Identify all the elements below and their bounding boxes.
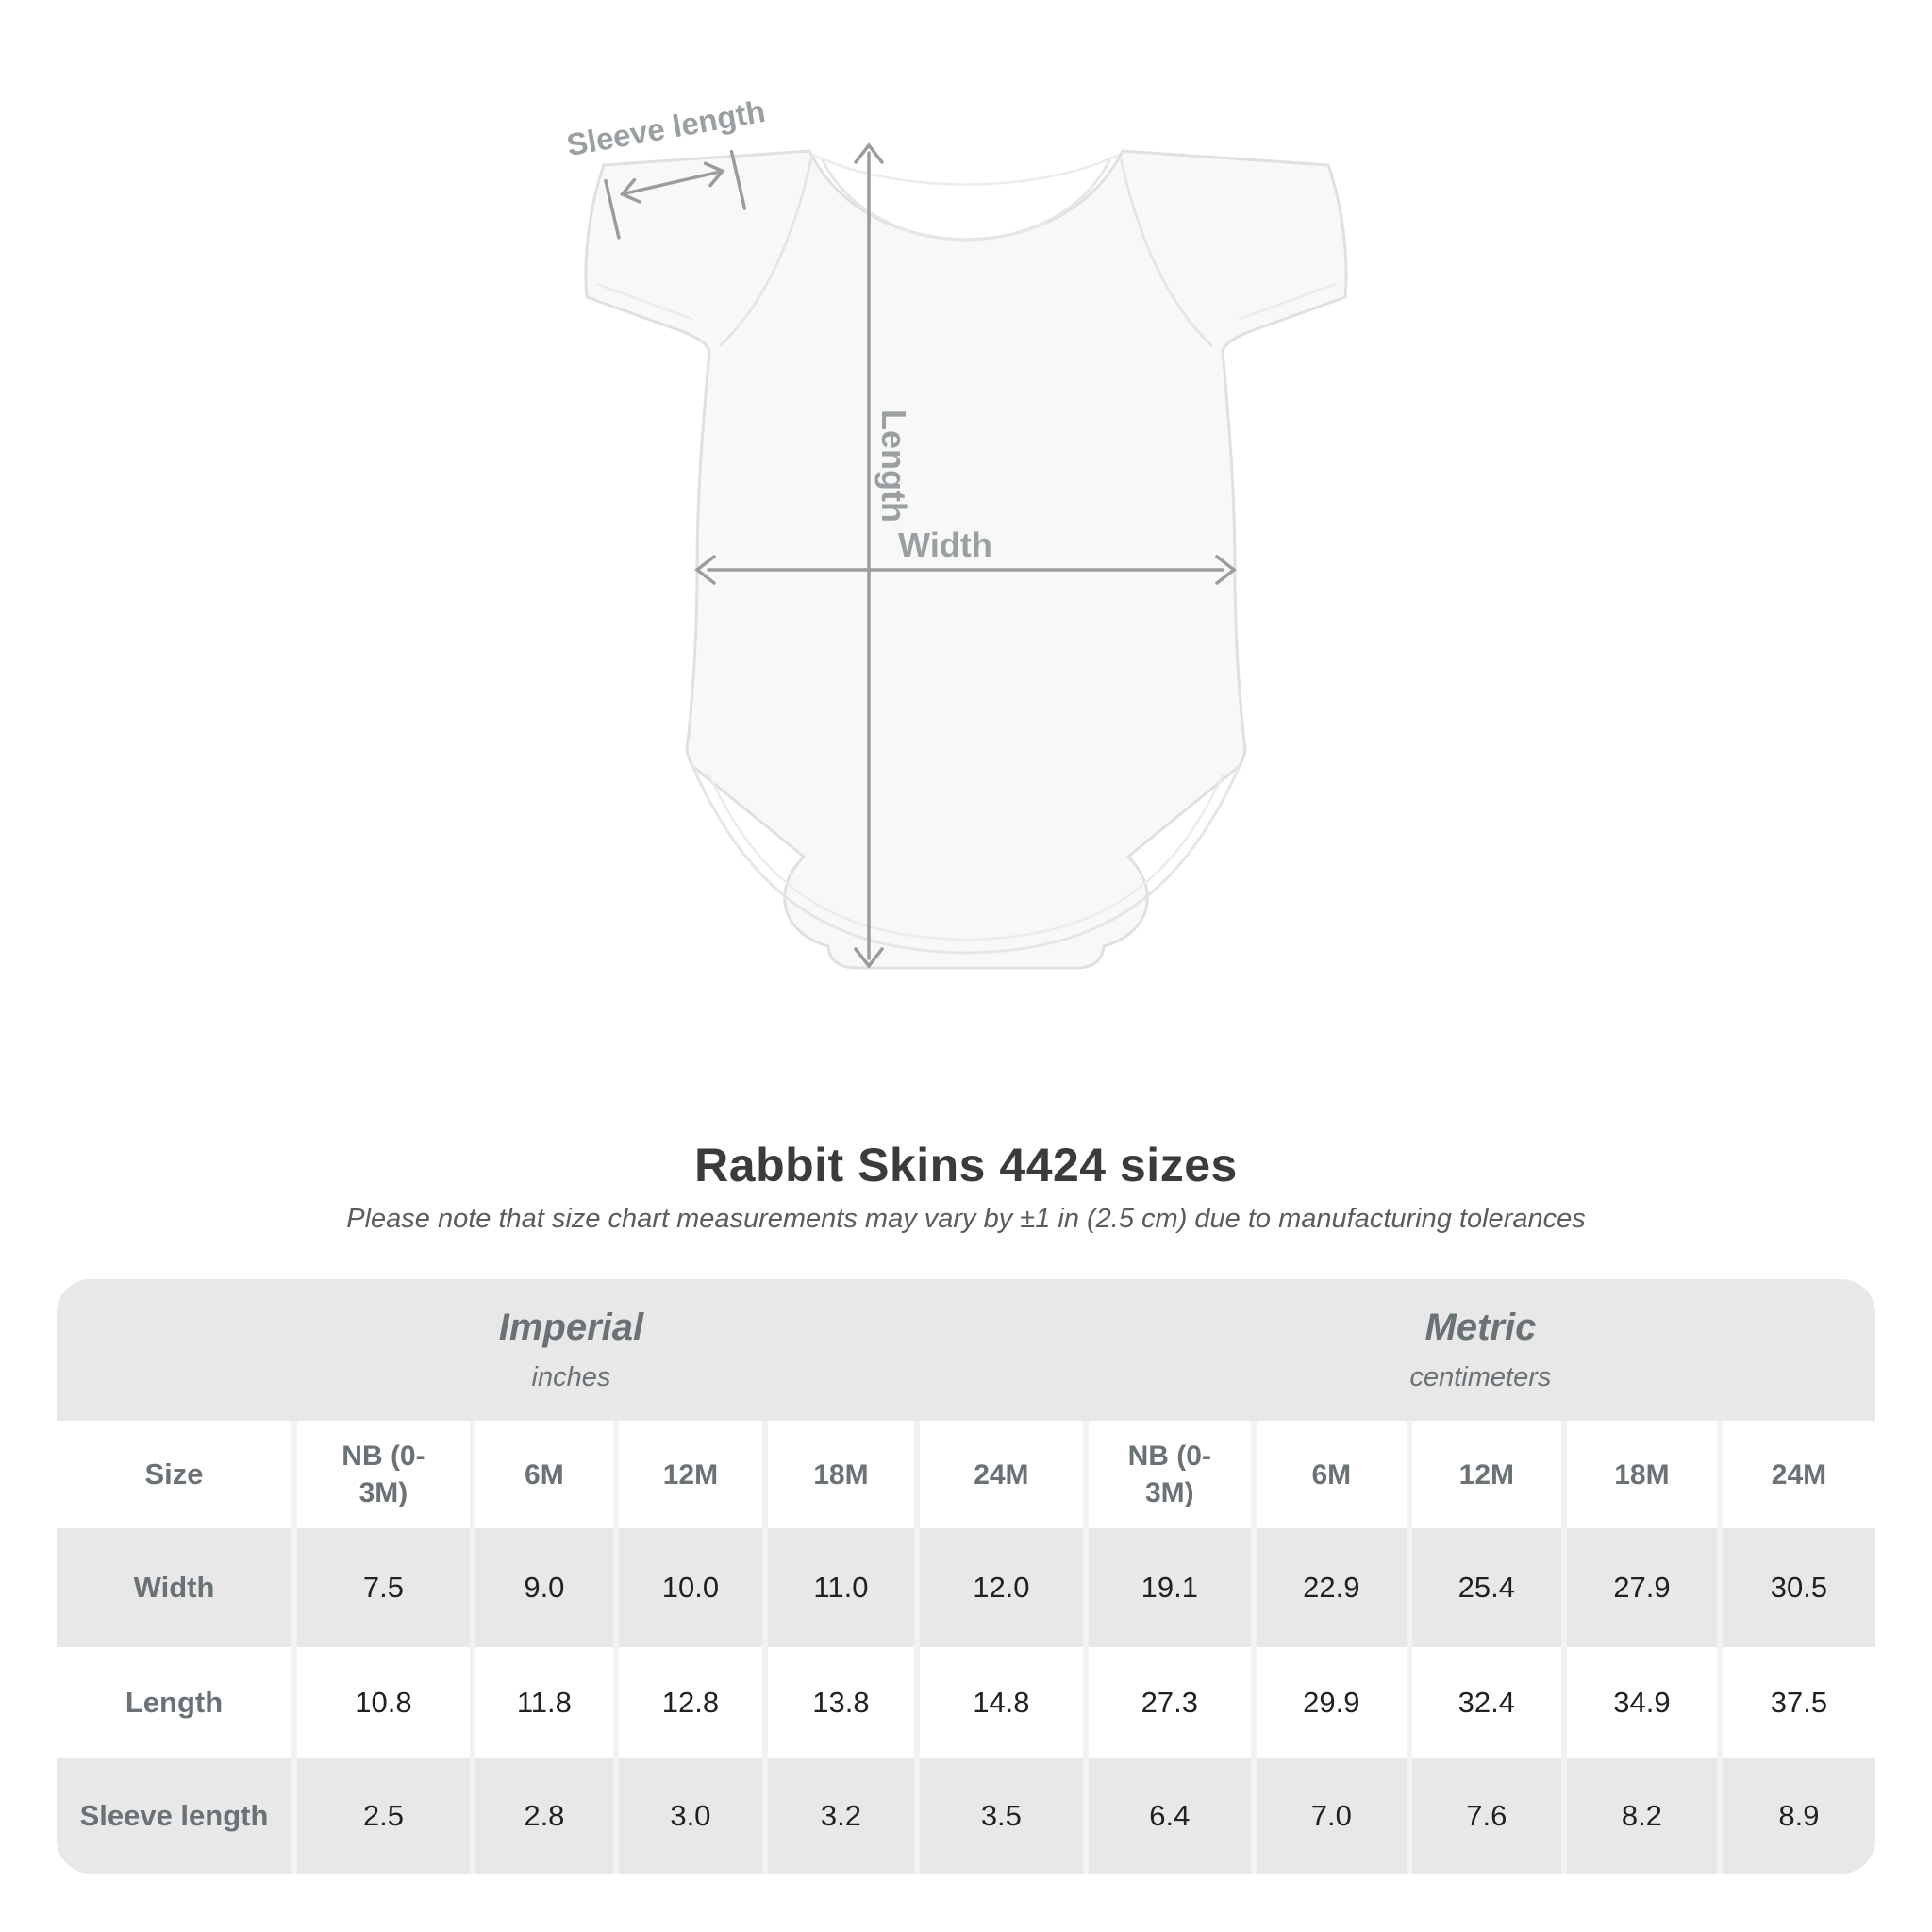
- onesie-illustration: [584, 149, 1348, 970]
- measure-row-label: Sleeve length: [57, 1758, 294, 1874]
- column-header-12m-metric: 12M: [1406, 1421, 1564, 1528]
- width-value-cell: 22.9: [1250, 1528, 1409, 1647]
- width-row: Width 7.5 9.0 10.0 11.0 12.0 19.1 22.9 2…: [57, 1528, 1875, 1647]
- width-label: Width: [898, 525, 992, 564]
- column-header-6m-metric: 6M: [1250, 1421, 1409, 1528]
- sleeve-length-arrow: [619, 161, 725, 204]
- sleeve-length-row: Sleeve length 2.5 2.8 3.0 3.2 3.5 6.4 7.…: [57, 1758, 1875, 1874]
- leg-binding-seam: [708, 774, 1224, 941]
- length-value-cell: 37.5: [1716, 1647, 1875, 1758]
- length-value-cell: 34.9: [1560, 1647, 1720, 1758]
- imperial-group-header: Imperial inches: [57, 1279, 1086, 1421]
- imperial-group-label: Imperial: [498, 1307, 644, 1348]
- width-arrow: [694, 555, 1237, 585]
- column-header-18m-imperial: 18M: [761, 1421, 917, 1528]
- length-arrow: [854, 142, 884, 969]
- back-collar-seam: [811, 153, 1121, 186]
- sleeve-value-cell: 6.4: [1082, 1758, 1254, 1874]
- measure-row-label: Width: [57, 1528, 294, 1647]
- metric-group-label: Metric: [1424, 1307, 1537, 1348]
- left-lapel-seam: [719, 157, 813, 347]
- width-value-cell: 19.1: [1082, 1528, 1254, 1647]
- width-value-cell: 11.0: [761, 1528, 917, 1647]
- sleeve-value-cell: 8.2: [1560, 1758, 1720, 1874]
- leg-opening-seam: [691, 764, 1241, 955]
- length-value-cell: 29.9: [1250, 1647, 1409, 1758]
- onesie-measurement-diagram: Sleeve length Length Width: [564, 93, 1348, 970]
- sleeve-value-cell: 2.8: [469, 1758, 616, 1874]
- column-header-18m-metric: 18M: [1560, 1421, 1720, 1528]
- size-header-row: Size NB (0-3M) 6M 12M 18M 24M NB (0-3M) …: [57, 1421, 1875, 1528]
- metric-group-unit: centimeters: [1409, 1362, 1552, 1392]
- sleeve-value-cell: 3.0: [612, 1758, 765, 1874]
- length-value-cell: 14.8: [913, 1647, 1086, 1758]
- width-value-cell: 27.9: [1560, 1528, 1720, 1647]
- left-cuff-hem: [594, 282, 694, 321]
- width-value-cell: 12.0: [913, 1528, 1086, 1647]
- page-title: Rabbit Skins 4424 sizes: [694, 1139, 1238, 1191]
- sleeve-value-cell: 3.2: [761, 1758, 917, 1874]
- length-row: Length 10.8 11.8 12.8 13.8 14.8 27.3 29.…: [57, 1647, 1875, 1758]
- sleeve-length-label: Sleeve length: [564, 93, 768, 162]
- column-header-6m-imperial: 6M: [469, 1421, 616, 1528]
- column-header-nb-imperial: NB (0-3M): [291, 1421, 473, 1528]
- measure-row-label: Length: [57, 1647, 294, 1758]
- length-value-cell: 12.8: [612, 1647, 765, 1758]
- length-annotation: Length: [854, 142, 913, 969]
- neckline-binding-seam: [821, 158, 1111, 242]
- metric-group-header: Metric centimeters: [1085, 1279, 1875, 1421]
- right-lapel-seam: [1119, 157, 1213, 347]
- imperial-group-unit: inches: [531, 1362, 611, 1392]
- width-value-cell: 30.5: [1716, 1528, 1875, 1647]
- width-value-cell: 9.0: [469, 1528, 616, 1647]
- right-cuff-hem: [1238, 282, 1338, 321]
- column-header-24m-imperial: 24M: [913, 1421, 1086, 1528]
- length-value-cell: 13.8: [761, 1647, 917, 1758]
- sleeve-value-cell: 7.6: [1406, 1758, 1564, 1874]
- width-value-cell: 25.4: [1406, 1528, 1564, 1647]
- onesie-body-shape: [584, 149, 1348, 970]
- unit-group-row: Imperial inches Metric centimeters: [57, 1279, 1875, 1421]
- column-header-nb-metric: NB (0-3M): [1082, 1421, 1254, 1528]
- length-value-cell: 11.8: [469, 1647, 616, 1758]
- length-value-cell: 10.8: [291, 1647, 473, 1758]
- diagram-section: Sleeve length Length Width: [564, 93, 1348, 970]
- size-chart-table: Imperial inches Metric centimeters Size …: [57, 1279, 1875, 1874]
- sleeve-value-cell: 3.5: [913, 1758, 1086, 1874]
- sleeve-length-end-ticks: [604, 149, 747, 240]
- tolerance-note: Please note that size chart measurements…: [346, 1204, 1586, 1234]
- width-value-cell: 10.0: [612, 1528, 765, 1647]
- sleeve-value-cell: 7.0: [1250, 1758, 1409, 1874]
- column-header-12m-imperial: 12M: [612, 1421, 765, 1528]
- sleeve-value-cell: 8.9: [1716, 1758, 1875, 1874]
- size-column-header: Size: [57, 1421, 294, 1528]
- sleeve-value-cell: 2.5: [291, 1758, 473, 1874]
- length-value-cell: 27.3: [1082, 1647, 1254, 1758]
- width-annotation: Width: [694, 525, 1237, 585]
- length-value-cell: 32.4: [1406, 1647, 1564, 1758]
- width-value-cell: 7.5: [291, 1528, 473, 1647]
- length-label: Length: [874, 409, 913, 523]
- column-header-24m-metric: 24M: [1716, 1421, 1875, 1528]
